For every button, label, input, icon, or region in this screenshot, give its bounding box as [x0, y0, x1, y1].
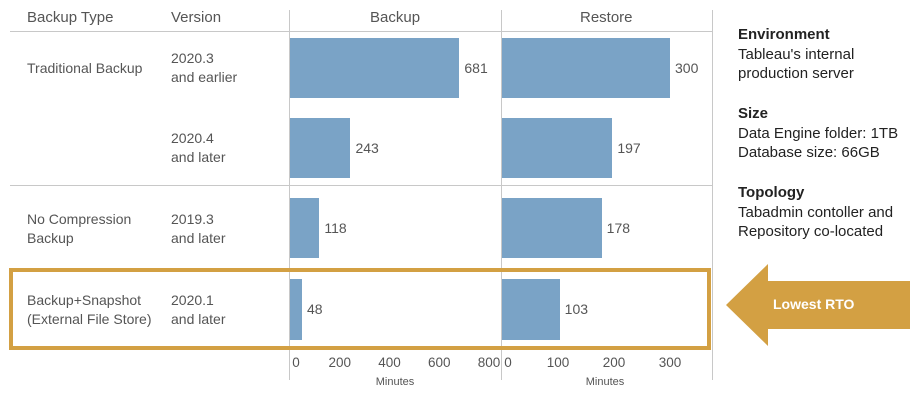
backup-tick-400: 400 — [378, 355, 401, 370]
row1-version-2: and earlier — [171, 69, 238, 85]
header-restore: Restore — [580, 9, 633, 26]
backup-value-label-2: 243 — [355, 140, 379, 156]
backup-value-label-4: 48 — [306, 301, 323, 317]
header-backup-type: Backup Type — [27, 9, 114, 26]
row3-version-2: and later — [171, 230, 226, 246]
header-divider — [10, 31, 713, 32]
backup-value-label-1: 681 — [464, 60, 488, 76]
lowest-rto-label: Lowest RTO — [773, 296, 855, 312]
backup-tick-200: 200 — [328, 355, 352, 370]
restore-value-label-3: 178 — [606, 220, 631, 236]
backup-bar-2 — [290, 118, 351, 178]
restore-tick-0: 0 — [504, 355, 512, 370]
size-title: Size — [738, 105, 769, 122]
environment-title: Environment — [738, 26, 830, 43]
header-version: Version — [171, 9, 222, 26]
lowest-rto-arrow-icon — [726, 264, 910, 346]
backup-axis-label: Minutes — [375, 376, 415, 388]
restore-tick-100: 100 — [546, 355, 570, 370]
backup-tick-600: 600 — [427, 355, 451, 370]
restore-tick-300: 300 — [658, 355, 682, 370]
restore-value-label-4: 103 — [564, 301, 589, 317]
environment-line2: production server — [738, 65, 854, 82]
header-backup: Backup — [370, 9, 421, 26]
row1-version-1: 2020.3 — [171, 50, 214, 66]
row4-backup-type-1: Backup+Snapshot — [27, 292, 142, 308]
topology-line1: Tabadmin contoller and — [738, 204, 894, 221]
right-border-line — [712, 10, 713, 380]
row4-version-2: and later — [171, 311, 226, 327]
restore-bar-1 — [502, 38, 670, 98]
row4-version-1: 2020.1 — [171, 292, 214, 308]
size-line2: Database size: 66GB — [738, 144, 880, 161]
backup-bar-1 — [290, 38, 460, 98]
row-divider-1 — [10, 185, 713, 186]
topology-title: Topology — [738, 184, 805, 201]
restore-bar-2 — [502, 118, 613, 178]
backup-bar-4 — [290, 279, 302, 340]
restore-axis-label: Minutes — [585, 376, 625, 388]
row3-backup-type-1: No Compression — [27, 211, 132, 227]
restore-value-label-2: 197 — [617, 140, 641, 156]
restore-tick-200: 200 — [602, 355, 626, 370]
restore-bar-4 — [502, 279, 560, 340]
backup-axis-line — [289, 10, 290, 380]
backup-tick-800: 800 — [477, 355, 501, 370]
restore-value-label-1: 300 — [675, 60, 699, 76]
backup-bar-3 — [290, 198, 320, 258]
row2-version-2: and later — [171, 149, 226, 165]
row3-version-1: 2019.3 — [171, 211, 214, 227]
row3-backup-type-2: Backup — [27, 230, 74, 246]
lowest-rto-highlight — [9, 268, 711, 350]
restore-axis-line — [501, 10, 502, 380]
row4-backup-type-2: (External File Store) — [27, 311, 152, 327]
topology-line2: Repository co-located — [738, 223, 884, 240]
row2-version-1: 2020.4 — [171, 130, 214, 146]
backup-tick-0: 0 — [292, 355, 300, 370]
row1-backup-type: Traditional Backup — [27, 60, 143, 76]
environment-line1: Tableau's internal — [738, 46, 855, 63]
backup-value-label-3: 118 — [324, 220, 347, 236]
restore-bar-3 — [502, 198, 602, 258]
size-line1: Data Engine folder: 1TB — [738, 125, 899, 142]
